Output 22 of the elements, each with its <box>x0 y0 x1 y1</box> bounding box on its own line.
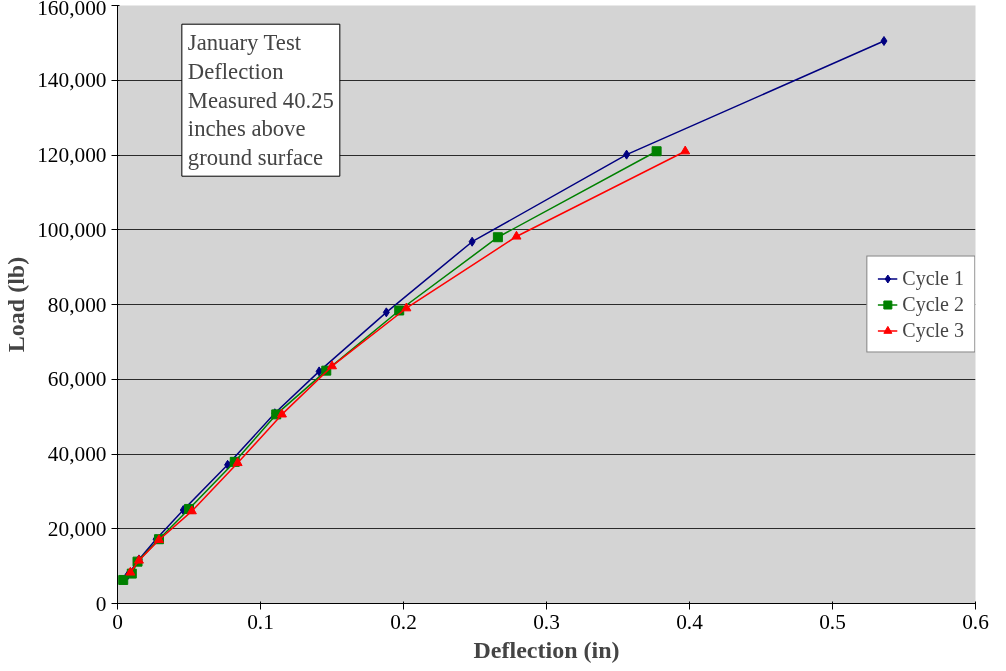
y-tick-label: 40,000 <box>47 442 107 466</box>
y-tick-label: 100,000 <box>37 217 107 242</box>
x-tick-label: 0 <box>112 609 123 634</box>
y-tick-label: 120,000 <box>37 143 107 167</box>
x-tick-label: 0.6 <box>962 609 990 634</box>
x-axis-title: Deflection (in) <box>473 636 620 663</box>
y-tick-label: 140,000 <box>37 68 107 93</box>
y-tick-label: 80,000 <box>47 292 107 317</box>
y-tick-label: 60,000 <box>47 367 107 392</box>
y-tick-label: 160,000 <box>37 0 107 20</box>
annotation: January Test Deflection Measured 40.25 inches above ground surface <box>187 30 334 171</box>
legend-label: Cycle 1 <box>902 266 964 290</box>
x-tick-label: 0.3 <box>533 609 560 634</box>
legend-label: Cycle 2 <box>902 292 964 316</box>
x-tick-label: 0.4 <box>676 609 704 634</box>
y-tick-label: 0 <box>95 591 107 616</box>
x-tick-label: 0.1 <box>247 609 274 634</box>
y-axis-title: Load (lb) <box>3 256 30 353</box>
legend-label: Cycle 3 <box>902 318 964 342</box>
y-tick-label: 20,000 <box>47 516 107 541</box>
x-tick-label: 0.5 <box>819 609 846 634</box>
x-tick-label: 0.2 <box>390 609 417 634</box>
